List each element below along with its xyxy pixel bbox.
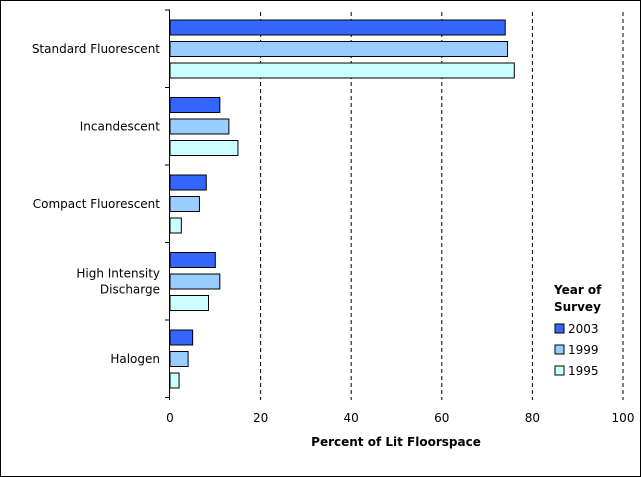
x-tick-label: 80	[525, 411, 540, 425]
x-tick-label: 20	[253, 411, 268, 425]
bar-1999-2	[169, 196, 200, 212]
category-label: Halogen	[110, 352, 160, 366]
bar-2003-3	[169, 252, 216, 268]
bar-1999-3	[169, 273, 221, 290]
bars	[169, 19, 515, 389]
bar-1995-1	[169, 140, 239, 156]
bar-1995-3	[169, 295, 210, 311]
x-tick-label: 60	[434, 411, 449, 425]
category-label: Standard Fluorescent	[32, 42, 160, 56]
legend-swatch-2003	[554, 323, 565, 334]
bar-2003-4	[169, 329, 194, 346]
bar-1995-0	[169, 62, 515, 79]
legend-swatch-1995	[554, 365, 565, 376]
legend-label-2003: 2003	[568, 322, 599, 336]
legend: Year of Survey 2003 1999 1995	[553, 283, 602, 378]
legend-label-1999: 1999	[568, 343, 599, 357]
x-axis-label: Percent of Lit Floorspace	[311, 435, 481, 449]
bar-1995-2	[169, 217, 182, 234]
bar-1995-4	[169, 372, 180, 389]
legend-title: Survey	[554, 300, 601, 314]
bar-1999-4	[169, 351, 189, 367]
x-tick-label: 40	[344, 411, 359, 425]
category-label: High Intensity Discharge	[76, 266, 160, 296]
bar-1999-1	[169, 118, 230, 135]
legend-swatch-1999	[554, 344, 565, 355]
x-tick-label: 100	[612, 411, 635, 425]
bar-2003-1	[169, 97, 221, 113]
legend-title: Year of	[553, 283, 602, 297]
bar-1999-0	[169, 41, 508, 57]
category-label: Compact Fluorescent	[33, 197, 161, 211]
category-label: Incandescent	[80, 119, 161, 133]
x-tick-label: 0	[166, 411, 174, 425]
bar-2003-2	[169, 174, 207, 191]
axes: Standard Fluorescent Incandescent Compact …	[32, 9, 635, 425]
legend-label-1995: 1995	[568, 364, 599, 378]
bar-2003-0	[169, 19, 506, 36]
